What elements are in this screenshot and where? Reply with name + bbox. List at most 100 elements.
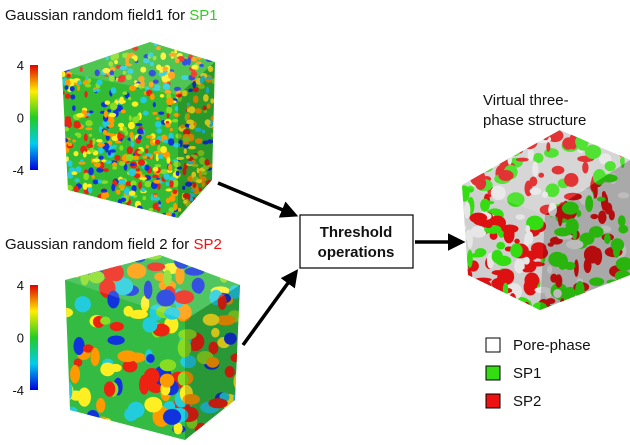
- texture-blob: [146, 134, 153, 139]
- texture-blob: [102, 47, 110, 54]
- texture-blob: [608, 210, 615, 221]
- texture-blob: [145, 148, 149, 154]
- texture-blob: [515, 157, 529, 162]
- texture-blob: [194, 187, 200, 193]
- texture-blob: [198, 170, 203, 179]
- colorbar-tick: 0: [17, 331, 24, 346]
- texture-blob: [168, 132, 174, 140]
- texture-blob: [80, 210, 86, 217]
- texture-blob: [620, 154, 625, 169]
- texture-blob: [108, 117, 115, 124]
- texture-blob: [583, 258, 592, 274]
- texture-blob: [467, 232, 473, 249]
- texture-blob: [64, 187, 69, 193]
- texture-blob: [462, 289, 470, 304]
- texture-blob: [71, 171, 78, 175]
- texture-blob: [140, 295, 150, 312]
- texture-blob: [524, 231, 534, 245]
- texture-blob: [510, 243, 523, 258]
- texture-blob: [157, 72, 166, 77]
- texture-blob: [622, 146, 630, 159]
- texture-blob: [92, 158, 100, 163]
- texture-blob: [63, 65, 70, 70]
- texture-blob: [126, 146, 133, 155]
- texture-blob: [133, 214, 138, 218]
- texture-blob: [134, 56, 138, 62]
- texture-blob: [538, 172, 545, 178]
- texture-blob: [88, 110, 94, 114]
- texture-blob: [544, 291, 552, 299]
- texture-blob: [140, 66, 147, 73]
- field2-title: Gaussian random field 2 for SP2: [5, 236, 222, 253]
- texture-blob: [176, 156, 185, 161]
- texture-blob: [62, 213, 66, 218]
- texture-blob: [90, 347, 100, 367]
- texture-blob: [137, 159, 146, 166]
- texture-blob: [130, 180, 137, 187]
- texture-blob: [88, 133, 93, 137]
- face-shade: [62, 42, 215, 95]
- texture-blob: [107, 290, 120, 309]
- texture-blob: [594, 300, 609, 306]
- texture-blob: [64, 54, 69, 58]
- texture-blob: [135, 168, 140, 172]
- texture-blob: [187, 57, 191, 66]
- texture-blob: [103, 381, 116, 397]
- texture-blob: [73, 358, 83, 367]
- texture-blob: [86, 112, 91, 117]
- arrow: [241, 269, 299, 347]
- texture-blob: [228, 285, 240, 299]
- texture-blob: [208, 341, 219, 355]
- texture-blob: [66, 406, 79, 426]
- legend-label: SP2: [513, 393, 541, 410]
- legend-swatch: [485, 393, 501, 409]
- texture-blob: [154, 164, 162, 168]
- texture-blob: [547, 242, 554, 247]
- texture-blob: [519, 130, 535, 144]
- texture-blob: [100, 188, 108, 193]
- texture-blob: [582, 161, 589, 174]
- texture-blob: [132, 207, 137, 213]
- texture-blob: [532, 161, 539, 177]
- texture-blob: [191, 56, 198, 62]
- texture-blob: [166, 106, 173, 115]
- texture-blob: [112, 162, 118, 168]
- texture-blob: [588, 293, 594, 298]
- texture-blob: [93, 88, 101, 92]
- texture-blob: [525, 130, 537, 142]
- texture-blob: [164, 89, 172, 95]
- texture-blob: [562, 137, 575, 150]
- texture-blob: [168, 176, 176, 181]
- texture-blob: [102, 67, 111, 74]
- texture-blob: [142, 58, 150, 64]
- texture-blob: [120, 197, 127, 202]
- cube: [462, 130, 630, 310]
- texture-blob: [175, 303, 192, 322]
- texture-blob: [124, 130, 129, 136]
- texture-blob: [120, 161, 126, 166]
- texture-blob: [512, 297, 531, 310]
- texture-blob: [473, 139, 488, 151]
- texture-blob: [110, 87, 117, 94]
- texture-blob: [152, 174, 160, 179]
- texture-blob: [99, 161, 105, 169]
- texture-blob: [63, 120, 69, 126]
- texture-blob: [200, 75, 206, 82]
- texture-blob: [204, 208, 209, 217]
- texture-blob: [551, 165, 565, 175]
- texture-blob: [88, 167, 94, 176]
- texture-blob: [65, 430, 80, 440]
- texture-blob: [557, 301, 568, 310]
- texture-blob: [154, 139, 161, 145]
- texture-blob: [165, 188, 172, 192]
- texture-blob: [82, 197, 90, 203]
- texture-blob: [88, 270, 105, 284]
- texture-blob: [497, 131, 505, 146]
- texture-blob: [159, 93, 165, 98]
- texture-blob: [65, 307, 74, 318]
- face-shade: [540, 160, 630, 310]
- texture-blob: [604, 233, 611, 245]
- texture-blob: [130, 163, 136, 167]
- texture-blob: [195, 42, 199, 48]
- texture-blob: [112, 212, 119, 218]
